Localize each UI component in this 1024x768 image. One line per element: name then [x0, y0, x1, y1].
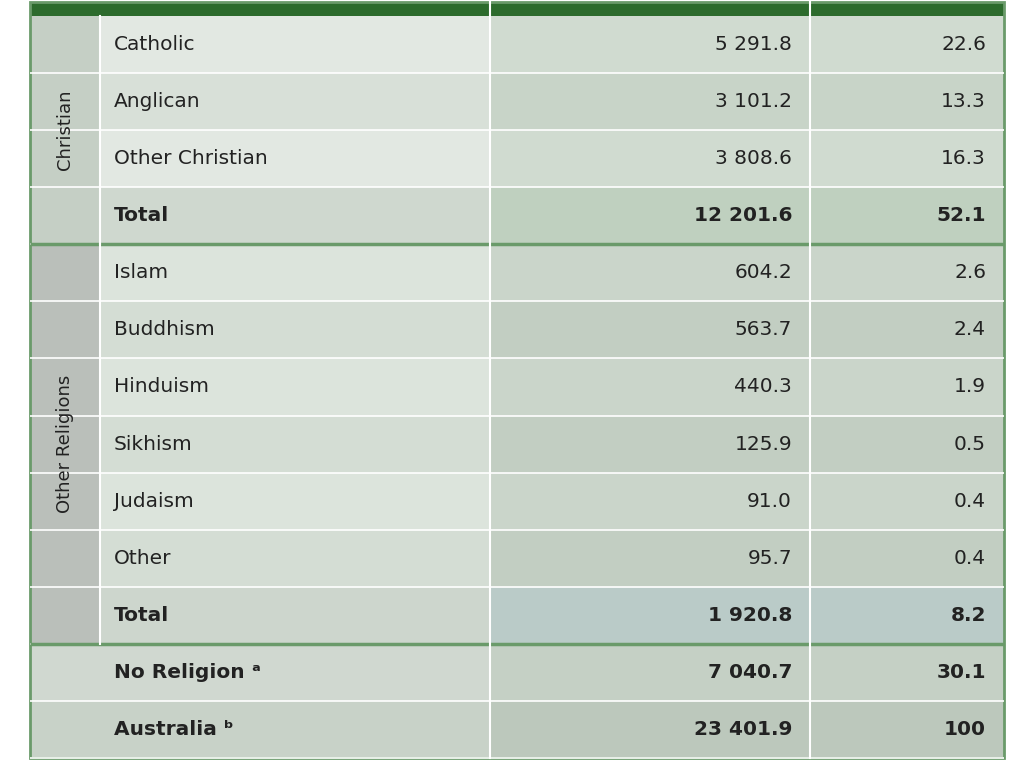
Bar	[490, 415, 810, 472]
Text: Other Religions: Other Religions	[56, 375, 74, 513]
Bar	[490, 587, 810, 644]
Text: 16.3: 16.3	[941, 149, 986, 168]
Text: 0.4: 0.4	[954, 492, 986, 511]
Text: No Religion ᵃ: No Religion ᵃ	[114, 663, 261, 682]
Bar	[810, 701, 1004, 758]
Text: Total: Total	[114, 606, 169, 625]
Bar	[490, 244, 810, 301]
Text: 0.4: 0.4	[954, 548, 986, 568]
Bar	[100, 301, 490, 359]
Bar	[100, 415, 490, 472]
Bar	[30, 415, 100, 472]
Bar	[30, 2, 1004, 40]
Bar	[810, 530, 1004, 587]
Bar	[100, 130, 490, 187]
Text: Catholic: Catholic	[114, 35, 196, 54]
Bar	[490, 301, 810, 359]
Text: Islam: Islam	[114, 263, 168, 283]
Bar	[810, 187, 1004, 244]
Bar	[30, 73, 100, 130]
Text: 23 401.9: 23 401.9	[693, 720, 792, 739]
Text: Christian: Christian	[56, 90, 74, 170]
Bar	[490, 701, 810, 758]
Text: 2.6: 2.6	[954, 263, 986, 283]
Bar	[30, 130, 100, 187]
Text: 563.7: 563.7	[734, 320, 792, 339]
Text: 95.7: 95.7	[748, 548, 792, 568]
Bar	[100, 244, 490, 301]
Bar	[100, 187, 490, 244]
Bar	[30, 187, 100, 244]
Bar	[100, 16, 490, 73]
Bar	[30, 244, 100, 301]
Bar	[490, 644, 810, 701]
Bar	[30, 301, 100, 359]
Text: 2.4: 2.4	[954, 320, 986, 339]
Text: Hinduism: Hinduism	[114, 378, 209, 396]
Bar	[810, 587, 1004, 644]
Text: Judaism: Judaism	[114, 492, 194, 511]
Text: 1.9: 1.9	[954, 378, 986, 396]
Text: Buddhism: Buddhism	[114, 320, 215, 339]
Text: 8.2: 8.2	[950, 606, 986, 625]
Bar	[100, 472, 490, 530]
Bar	[30, 644, 490, 701]
Bar	[30, 701, 490, 758]
Bar	[810, 415, 1004, 472]
Bar	[100, 359, 490, 415]
Bar	[810, 244, 1004, 301]
Bar	[810, 16, 1004, 73]
Text: Sikhism: Sikhism	[114, 435, 193, 454]
Text: 7 040.7: 7 040.7	[708, 663, 792, 682]
Bar	[490, 187, 810, 244]
Text: Other: Other	[114, 548, 171, 568]
Text: 440.3: 440.3	[734, 378, 792, 396]
Bar	[810, 73, 1004, 130]
Bar	[100, 530, 490, 587]
Bar	[490, 16, 810, 73]
Text: Total: Total	[114, 207, 169, 225]
Bar	[30, 16, 100, 73]
Text: 0.5: 0.5	[954, 435, 986, 454]
Text: 3 808.6: 3 808.6	[715, 149, 792, 168]
Bar	[490, 130, 810, 187]
Bar	[810, 359, 1004, 415]
Text: 12 201.6: 12 201.6	[693, 207, 792, 225]
Text: 125.9: 125.9	[734, 435, 792, 454]
Text: 22.6: 22.6	[941, 35, 986, 54]
Bar	[810, 644, 1004, 701]
Text: 30.1: 30.1	[937, 663, 986, 682]
Text: Anglican: Anglican	[114, 92, 201, 111]
Text: 100: 100	[944, 720, 986, 739]
Bar	[810, 130, 1004, 187]
Bar	[100, 73, 490, 130]
Text: 13.3: 13.3	[941, 92, 986, 111]
Bar	[30, 472, 100, 530]
Bar	[490, 73, 810, 130]
Text: 604.2: 604.2	[734, 263, 792, 283]
Text: 3 101.2: 3 101.2	[715, 92, 792, 111]
Bar	[810, 301, 1004, 359]
Text: Australia ᵇ: Australia ᵇ	[114, 720, 233, 739]
Text: 5 291.8: 5 291.8	[715, 35, 792, 54]
Bar	[490, 359, 810, 415]
Text: 91.0: 91.0	[748, 492, 792, 511]
Text: 52.1: 52.1	[937, 207, 986, 225]
Bar	[810, 472, 1004, 530]
Bar	[30, 587, 100, 644]
Bar	[490, 472, 810, 530]
Bar	[30, 530, 100, 587]
Text: Other Christian: Other Christian	[114, 149, 267, 168]
Bar	[490, 530, 810, 587]
Bar	[100, 587, 490, 644]
Bar	[30, 359, 100, 415]
Text: 1 920.8: 1 920.8	[708, 606, 792, 625]
